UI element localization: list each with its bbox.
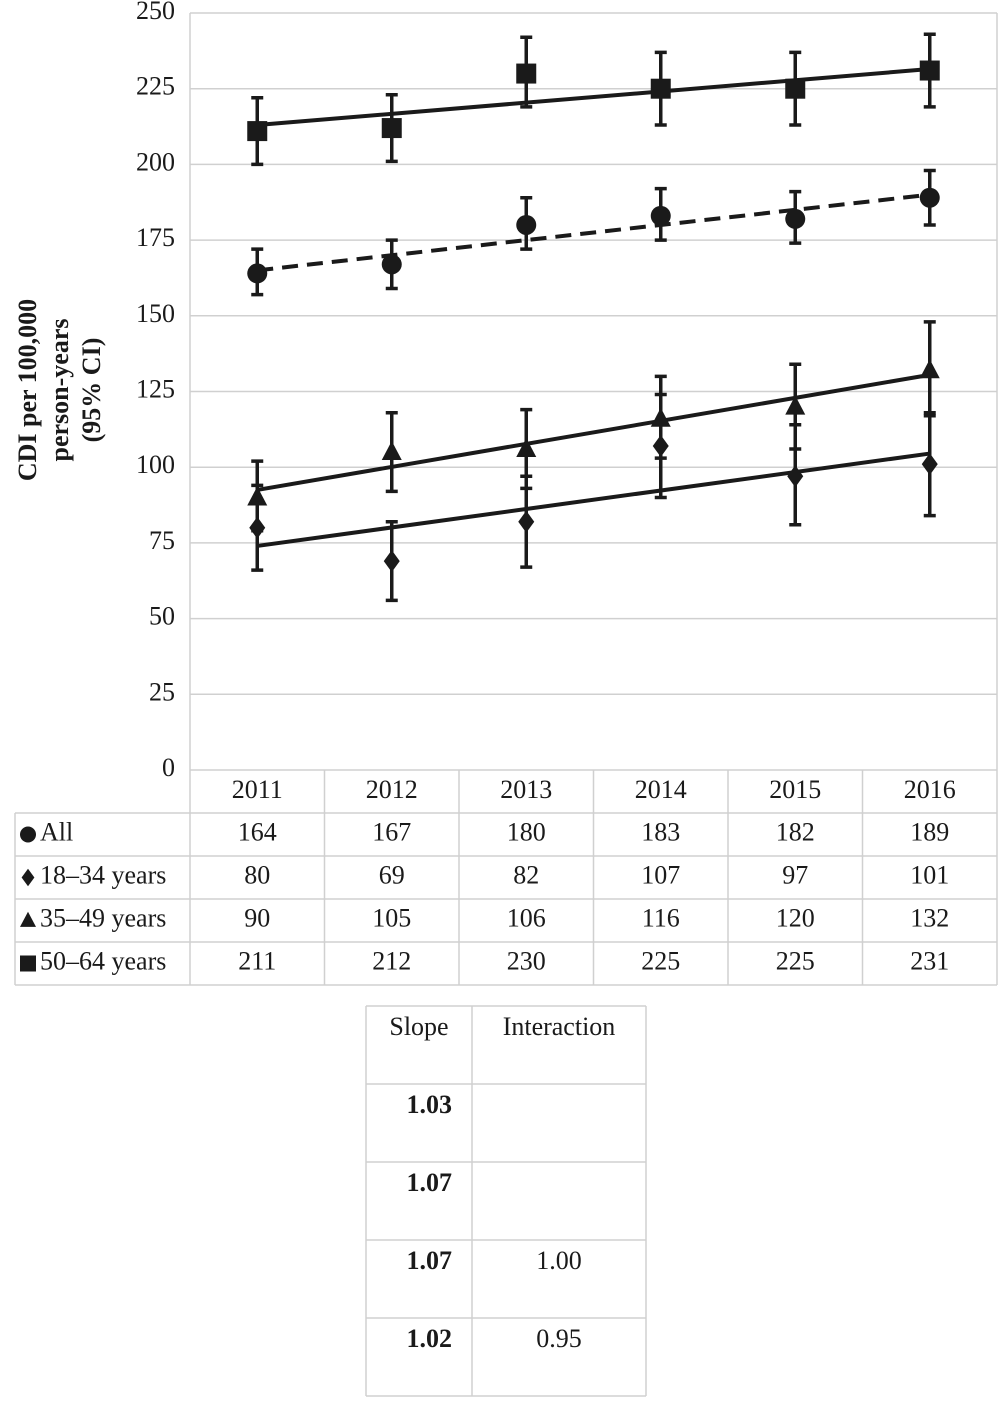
y-tick-label: 250 [136, 0, 175, 25]
marker-triangle [516, 438, 537, 458]
y-tick-label: 200 [136, 147, 175, 176]
slope-header: Slope [389, 1012, 448, 1041]
legend-label: 35–49 years [40, 903, 166, 932]
y-tick-label: 50 [149, 602, 175, 631]
table-value: 107 [641, 860, 680, 889]
y-tick-label: 25 [149, 677, 175, 706]
marker-circle [516, 214, 537, 235]
y-axis-label: person-years [45, 319, 74, 462]
marker-triangle [381, 441, 402, 461]
marker-circle [650, 205, 671, 226]
y-tick-label: 225 [136, 72, 175, 101]
table-value: 225 [641, 946, 680, 975]
y-tick-label: 100 [136, 450, 175, 479]
legend-label: 50–64 years [40, 946, 166, 975]
x-tick-label: 2011 [232, 775, 283, 804]
marker-circle [785, 208, 806, 229]
marker-circle [381, 254, 402, 275]
legend-label: All [40, 817, 73, 846]
y-tick-label: 0 [162, 753, 175, 782]
marker-square [247, 121, 268, 142]
y-tick-label: 125 [136, 374, 175, 403]
trend-line [257, 192, 930, 273]
slope-value: 1.07 [407, 1168, 453, 1197]
marker-triangle [785, 395, 806, 415]
table-value: 225 [776, 946, 815, 975]
marker-square [381, 118, 402, 139]
y-axis-label: CDI per 100,000 [13, 299, 42, 481]
table-value: 82 [513, 860, 539, 889]
x-tick-label: 2015 [769, 775, 821, 804]
trend-line [257, 67, 930, 128]
marker-diamond [21, 868, 35, 887]
marker-circle [247, 263, 268, 284]
y-tick-label: 175 [136, 223, 175, 252]
marker-diamond [921, 453, 938, 476]
marker-triangle [650, 407, 671, 427]
table-value: 106 [507, 903, 546, 932]
table-value: 212 [372, 946, 411, 975]
table-value: 164 [238, 817, 277, 846]
slope-value: 1.02 [407, 1324, 453, 1353]
table-value: 189 [910, 817, 949, 846]
marker-circle [20, 826, 36, 843]
y-axis-label: (95% CI) [77, 338, 106, 443]
y-tick-label: 150 [136, 299, 175, 328]
x-tick-label: 2016 [904, 775, 956, 804]
marker-square [919, 60, 940, 81]
table-value: 97 [782, 860, 808, 889]
marker-diamond [383, 550, 400, 573]
marker-square [516, 63, 537, 84]
trend-line [256, 372, 931, 492]
table-value: 182 [776, 817, 815, 846]
marker-triangle [919, 359, 940, 379]
table-value: 230 [507, 946, 546, 975]
marker-square [650, 78, 671, 99]
table-value: 69 [379, 860, 405, 889]
table-value: 132 [910, 903, 949, 932]
table-value: 231 [910, 946, 949, 975]
interaction-value: 1.00 [536, 1246, 582, 1275]
table-value: 101 [910, 860, 949, 889]
marker-triangle [20, 911, 36, 927]
table-value: 120 [776, 903, 815, 932]
table-value: 90 [244, 903, 270, 932]
trend-line [256, 451, 931, 548]
table-value: 211 [238, 946, 276, 975]
marker-triangle [247, 486, 268, 506]
marker-square [20, 955, 36, 972]
table-value: 183 [641, 817, 680, 846]
x-tick-label: 2012 [366, 775, 418, 804]
table-value: 116 [642, 903, 680, 932]
table-value: 105 [372, 903, 411, 932]
marker-diamond [518, 510, 535, 533]
legend-label: 18–34 years [40, 860, 166, 889]
y-tick-label: 75 [149, 526, 175, 555]
marker-circle [919, 187, 940, 208]
interaction-value: 0.95 [536, 1324, 582, 1353]
table-value: 167 [372, 817, 411, 846]
table-value: 180 [507, 817, 546, 846]
interaction-header: Interaction [503, 1012, 616, 1041]
slope-value: 1.07 [407, 1246, 453, 1275]
x-tick-label: 2013 [500, 775, 552, 804]
slope-value: 1.03 [407, 1090, 453, 1119]
x-tick-label: 2014 [635, 775, 687, 804]
table-value: 80 [244, 860, 270, 889]
marker-diamond [787, 465, 804, 488]
marker-square [785, 78, 806, 99]
